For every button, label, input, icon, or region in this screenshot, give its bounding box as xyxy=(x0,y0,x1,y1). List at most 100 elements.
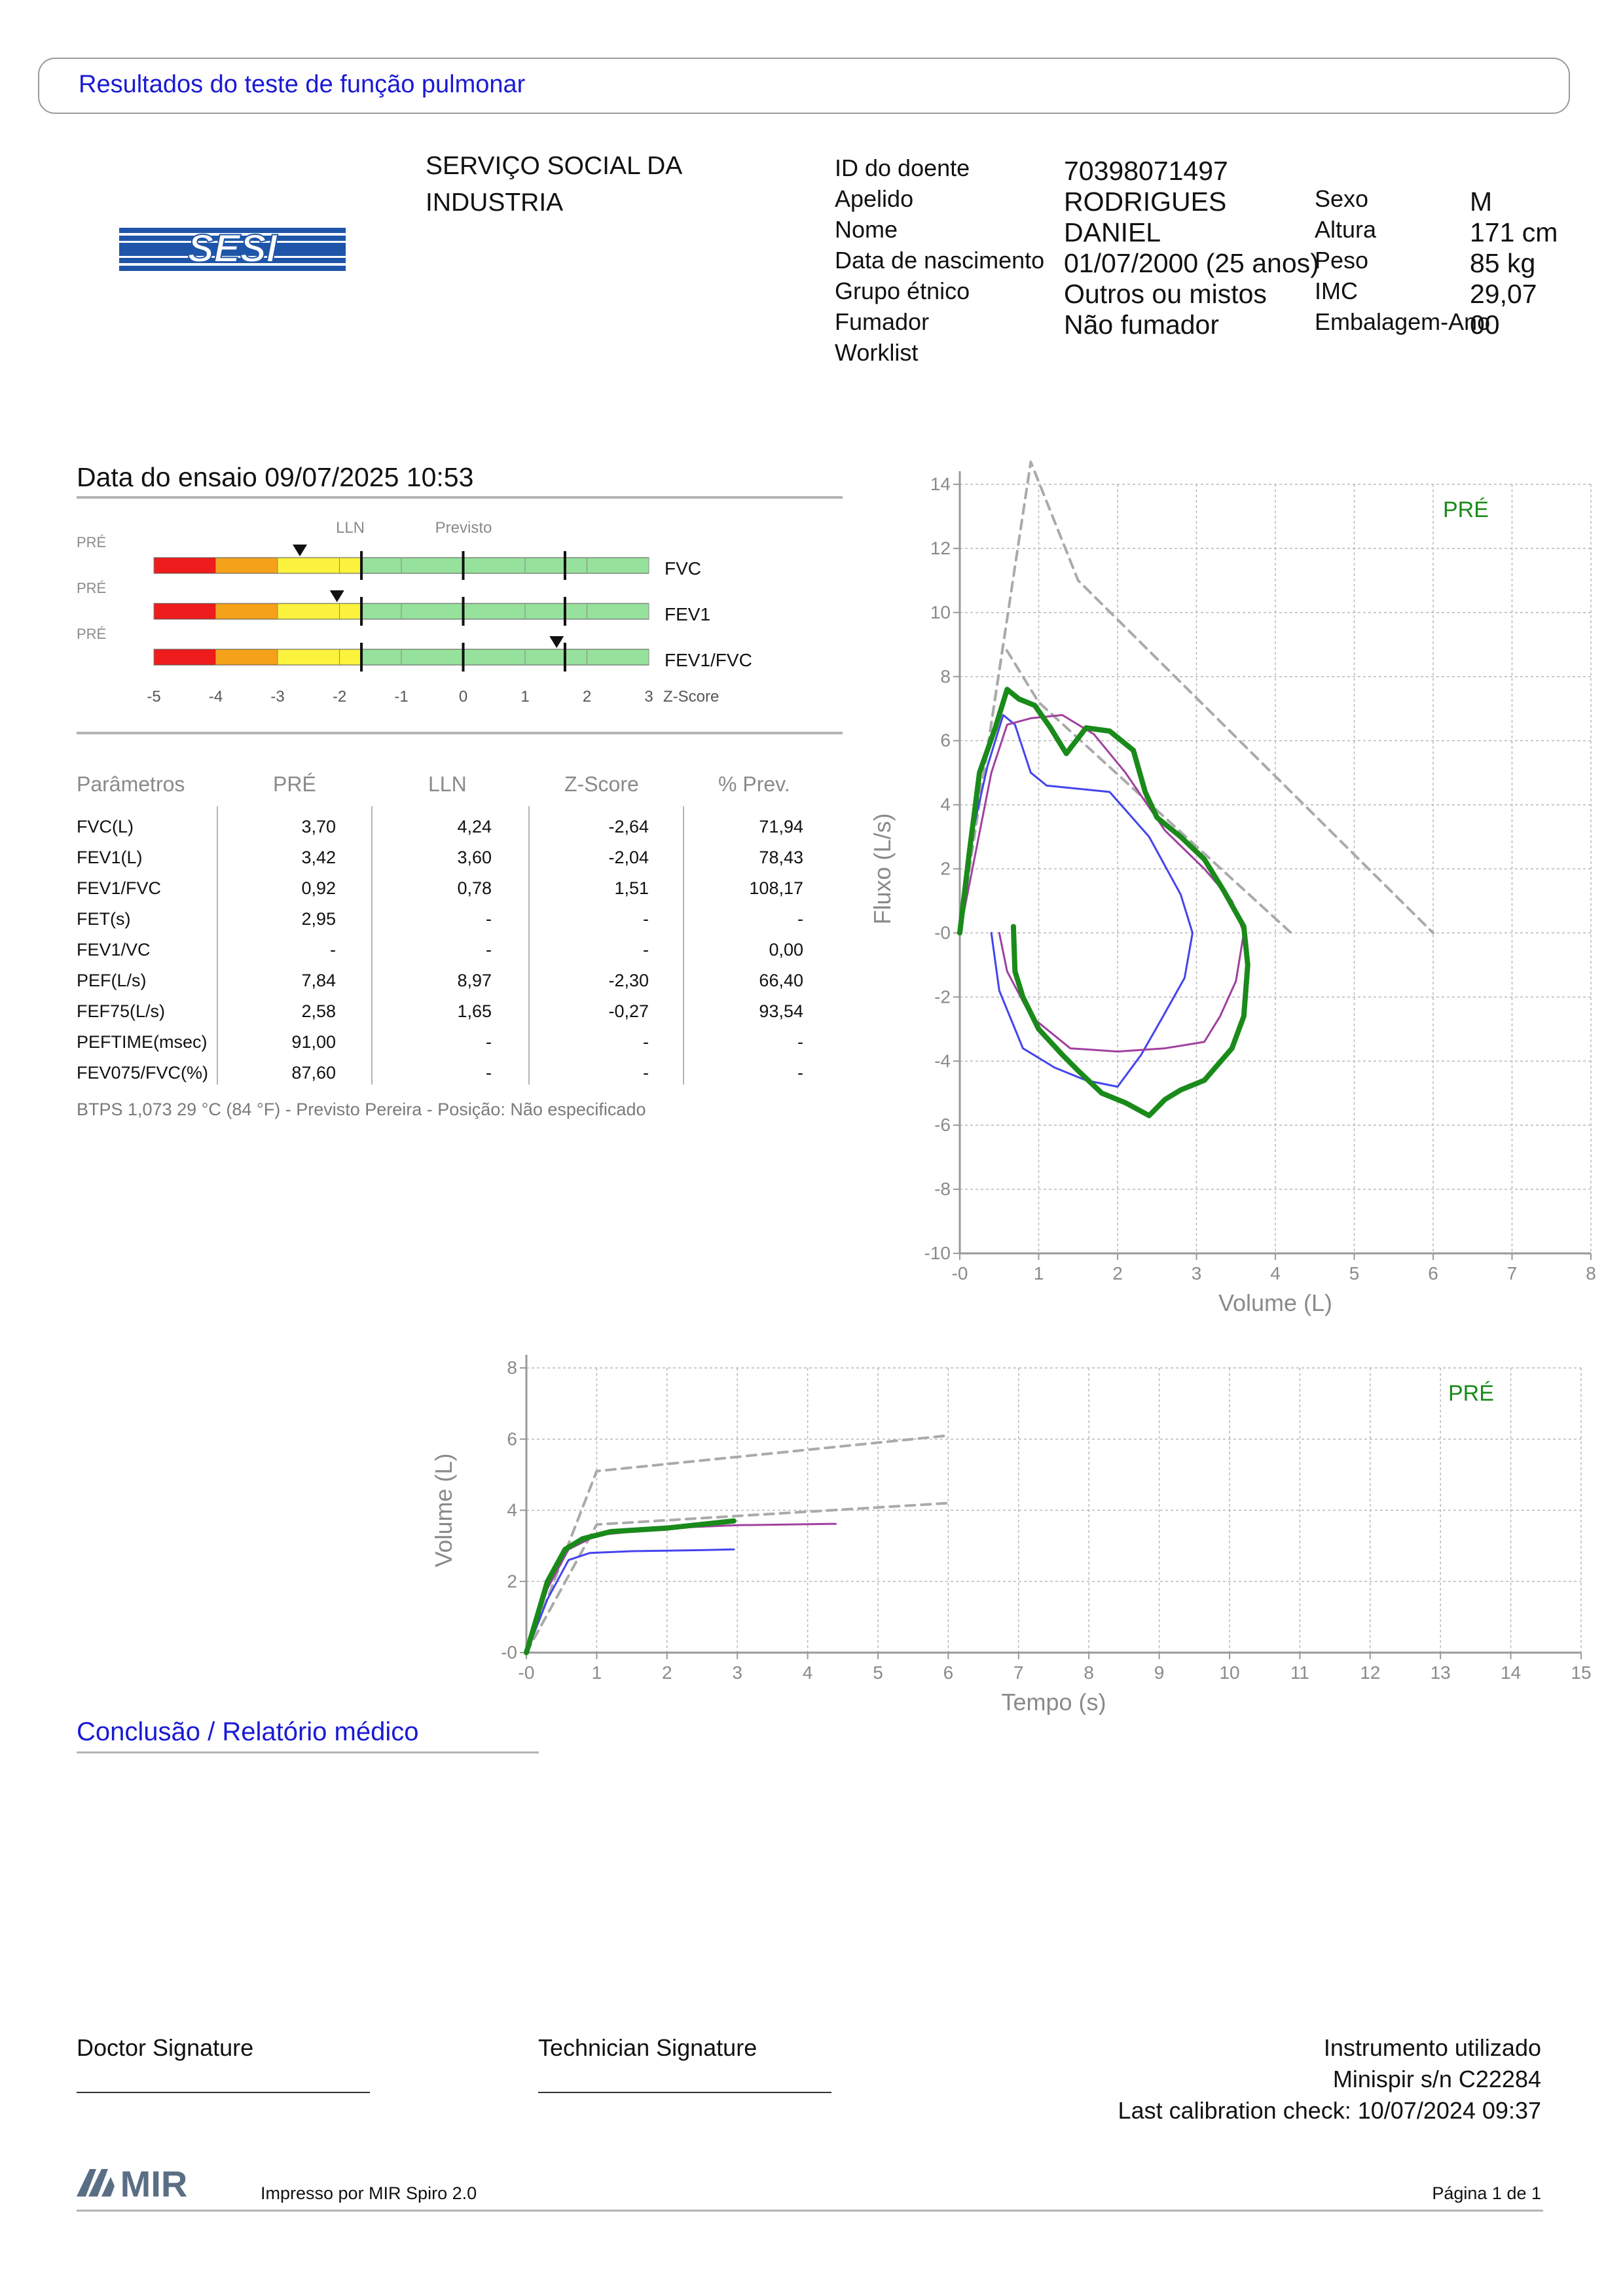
organization-line-2: INDUSTRIA xyxy=(426,188,564,217)
divider xyxy=(77,1751,539,1753)
table-row: PEF(L/s) 7,84 8,97 -2,30 66,40 xyxy=(77,971,810,997)
x-axis-label: Tempo (s) xyxy=(1001,1689,1106,1715)
zscore-tick-label: -5 xyxy=(147,688,160,706)
table-cell: 1,51 xyxy=(614,878,649,898)
table-cell: 1,65 xyxy=(457,1001,492,1021)
x-tick-label: 5 xyxy=(1349,1263,1360,1283)
zscore-row: PRÉ FEV1 xyxy=(77,580,710,626)
bmi-value: 29,07 xyxy=(1470,279,1537,309)
worklist-label: Worklist xyxy=(835,339,919,366)
table-row: FEV075/FVC(%) 87,60 - - - xyxy=(77,1063,810,1089)
x-tick-label: 1 xyxy=(1034,1263,1044,1283)
svg-text:MIR: MIR xyxy=(120,2164,188,2203)
zscore-param-name: FEV1/FVC xyxy=(665,650,752,670)
zscore-tick-label: -3 xyxy=(270,688,284,706)
zscore-segment xyxy=(153,649,216,666)
organization-line-1: SERVIÇO SOCIAL DA xyxy=(426,152,683,180)
name-value: DANIEL xyxy=(1064,217,1161,247)
y-tick-label: 4 xyxy=(940,795,951,815)
table-header-parameter: Parâmetros xyxy=(77,772,185,796)
x-tick-label: 3 xyxy=(1192,1263,1202,1283)
table-cell: 2,58 xyxy=(301,1001,336,1021)
table-cell: 71,94 xyxy=(759,817,803,836)
zscore-row: PRÉ FVC xyxy=(77,534,701,580)
parameter-name: FEV075/FVC(%) xyxy=(77,1063,209,1083)
table-cell: 0,92 xyxy=(301,878,336,898)
measured-curve xyxy=(524,1518,737,1655)
table-cell: - xyxy=(486,940,492,960)
sesi-logo: SESI xyxy=(119,228,346,271)
report-header: Resultados do teste de função pulmonar xyxy=(38,58,1570,114)
table-cell: 7,84 xyxy=(301,971,336,990)
table-header-zscore: Z-Score xyxy=(564,772,639,796)
parameter-name: FEV1/FVC xyxy=(77,878,162,898)
table-cell: -0,27 xyxy=(608,1001,649,1021)
x-tick-label: 7 xyxy=(1507,1263,1518,1283)
birthdate-label: Data de nascimento xyxy=(835,247,1045,274)
divider xyxy=(77,496,843,499)
parameter-name: FEV1/VC xyxy=(77,940,151,960)
y-tick-label: -10 xyxy=(924,1243,951,1263)
surname-value: RODRIGUES xyxy=(1064,187,1227,217)
y-tick-label: 2 xyxy=(940,859,951,879)
zscore-param-name: FEV1 xyxy=(665,604,710,624)
pre-tag: PRÉ xyxy=(77,580,106,596)
instrument-model: Minispir s/n C22284 xyxy=(1332,2066,1541,2092)
parameter-name: FET(s) xyxy=(77,909,131,929)
btps-note: BTPS 1,073 29 °C (84 °F) - Previsto Pere… xyxy=(77,1100,646,1119)
zscore-tick-label: 2 xyxy=(583,688,591,706)
conclusion-title: Conclusão / Relatório médico xyxy=(77,1717,419,1746)
zscore-segment xyxy=(277,603,362,620)
x-tick-label: 15 xyxy=(1571,1662,1591,1683)
x-tick-label: 1 xyxy=(592,1662,602,1683)
y-tick-label: -2 xyxy=(934,986,951,1007)
parameter-name: FEV1(L) xyxy=(77,848,143,867)
ethnic-group-label: Grupo étnico xyxy=(835,278,970,304)
zscore-tick-label: 0 xyxy=(459,688,467,706)
zscore-tick-label: -1 xyxy=(394,688,408,706)
table-cell: - xyxy=(797,1063,803,1083)
x-tick-label: 8 xyxy=(1586,1263,1596,1283)
lln-label: LLN xyxy=(336,519,365,537)
patient-id-value: 70398071497 xyxy=(1064,156,1228,186)
x-tick-label: 14 xyxy=(1501,1662,1521,1683)
table-cell: - xyxy=(797,1032,803,1052)
column-divider xyxy=(217,806,218,1085)
table-cell: 0,00 xyxy=(769,940,803,960)
column-divider xyxy=(683,806,684,1085)
zscore-segment xyxy=(153,603,216,620)
x-tick-label: 5 xyxy=(873,1662,883,1683)
table-cell: - xyxy=(643,909,649,929)
zscore-marker xyxy=(549,636,564,648)
parameter-name: PEF(L/s) xyxy=(77,971,147,990)
mir-logo: MIR xyxy=(77,2164,188,2203)
table-cell: - xyxy=(486,1063,492,1083)
y-tick-label: 10 xyxy=(930,602,951,622)
organization-name: SERVIÇO SOCIAL DA INDUSTRIA xyxy=(426,148,753,221)
y-tick-label: -8 xyxy=(934,1179,951,1199)
doctor-signature-label: Doctor Signature xyxy=(77,2034,254,2061)
x-tick-label: 12 xyxy=(1360,1662,1380,1683)
zscore-segment xyxy=(361,649,649,666)
x-tick-label: 11 xyxy=(1290,1662,1309,1683)
table-cell: - xyxy=(797,909,803,929)
measured-curve xyxy=(525,1548,735,1654)
zscore-tick-label: 1 xyxy=(520,688,529,706)
table-cell: 3,42 xyxy=(301,848,336,867)
zscore-segment xyxy=(361,557,649,574)
x-tick-label: 13 xyxy=(1431,1662,1451,1683)
calibration-check: Last calibration check: 10/07/2024 09:37 xyxy=(1118,2097,1541,2124)
column-divider xyxy=(371,806,373,1085)
y-tick-label: -0 xyxy=(934,922,951,942)
table-cell: 87,60 xyxy=(291,1063,336,1083)
table-cell: - xyxy=(643,1063,649,1083)
technician-signature-label: Technician Signature xyxy=(538,2034,757,2061)
legend-pre: PRÉ xyxy=(1448,1381,1494,1406)
zscore-param-name: FVC xyxy=(665,558,701,579)
printed-by: Impresso por MIR Spiro 2.0 xyxy=(261,2183,477,2203)
y-tick-label: 8 xyxy=(507,1357,517,1378)
table-cell: - xyxy=(643,1032,649,1052)
svg-text:SESI: SESI xyxy=(188,228,278,270)
legend-pre: PRÉ xyxy=(1443,497,1489,522)
